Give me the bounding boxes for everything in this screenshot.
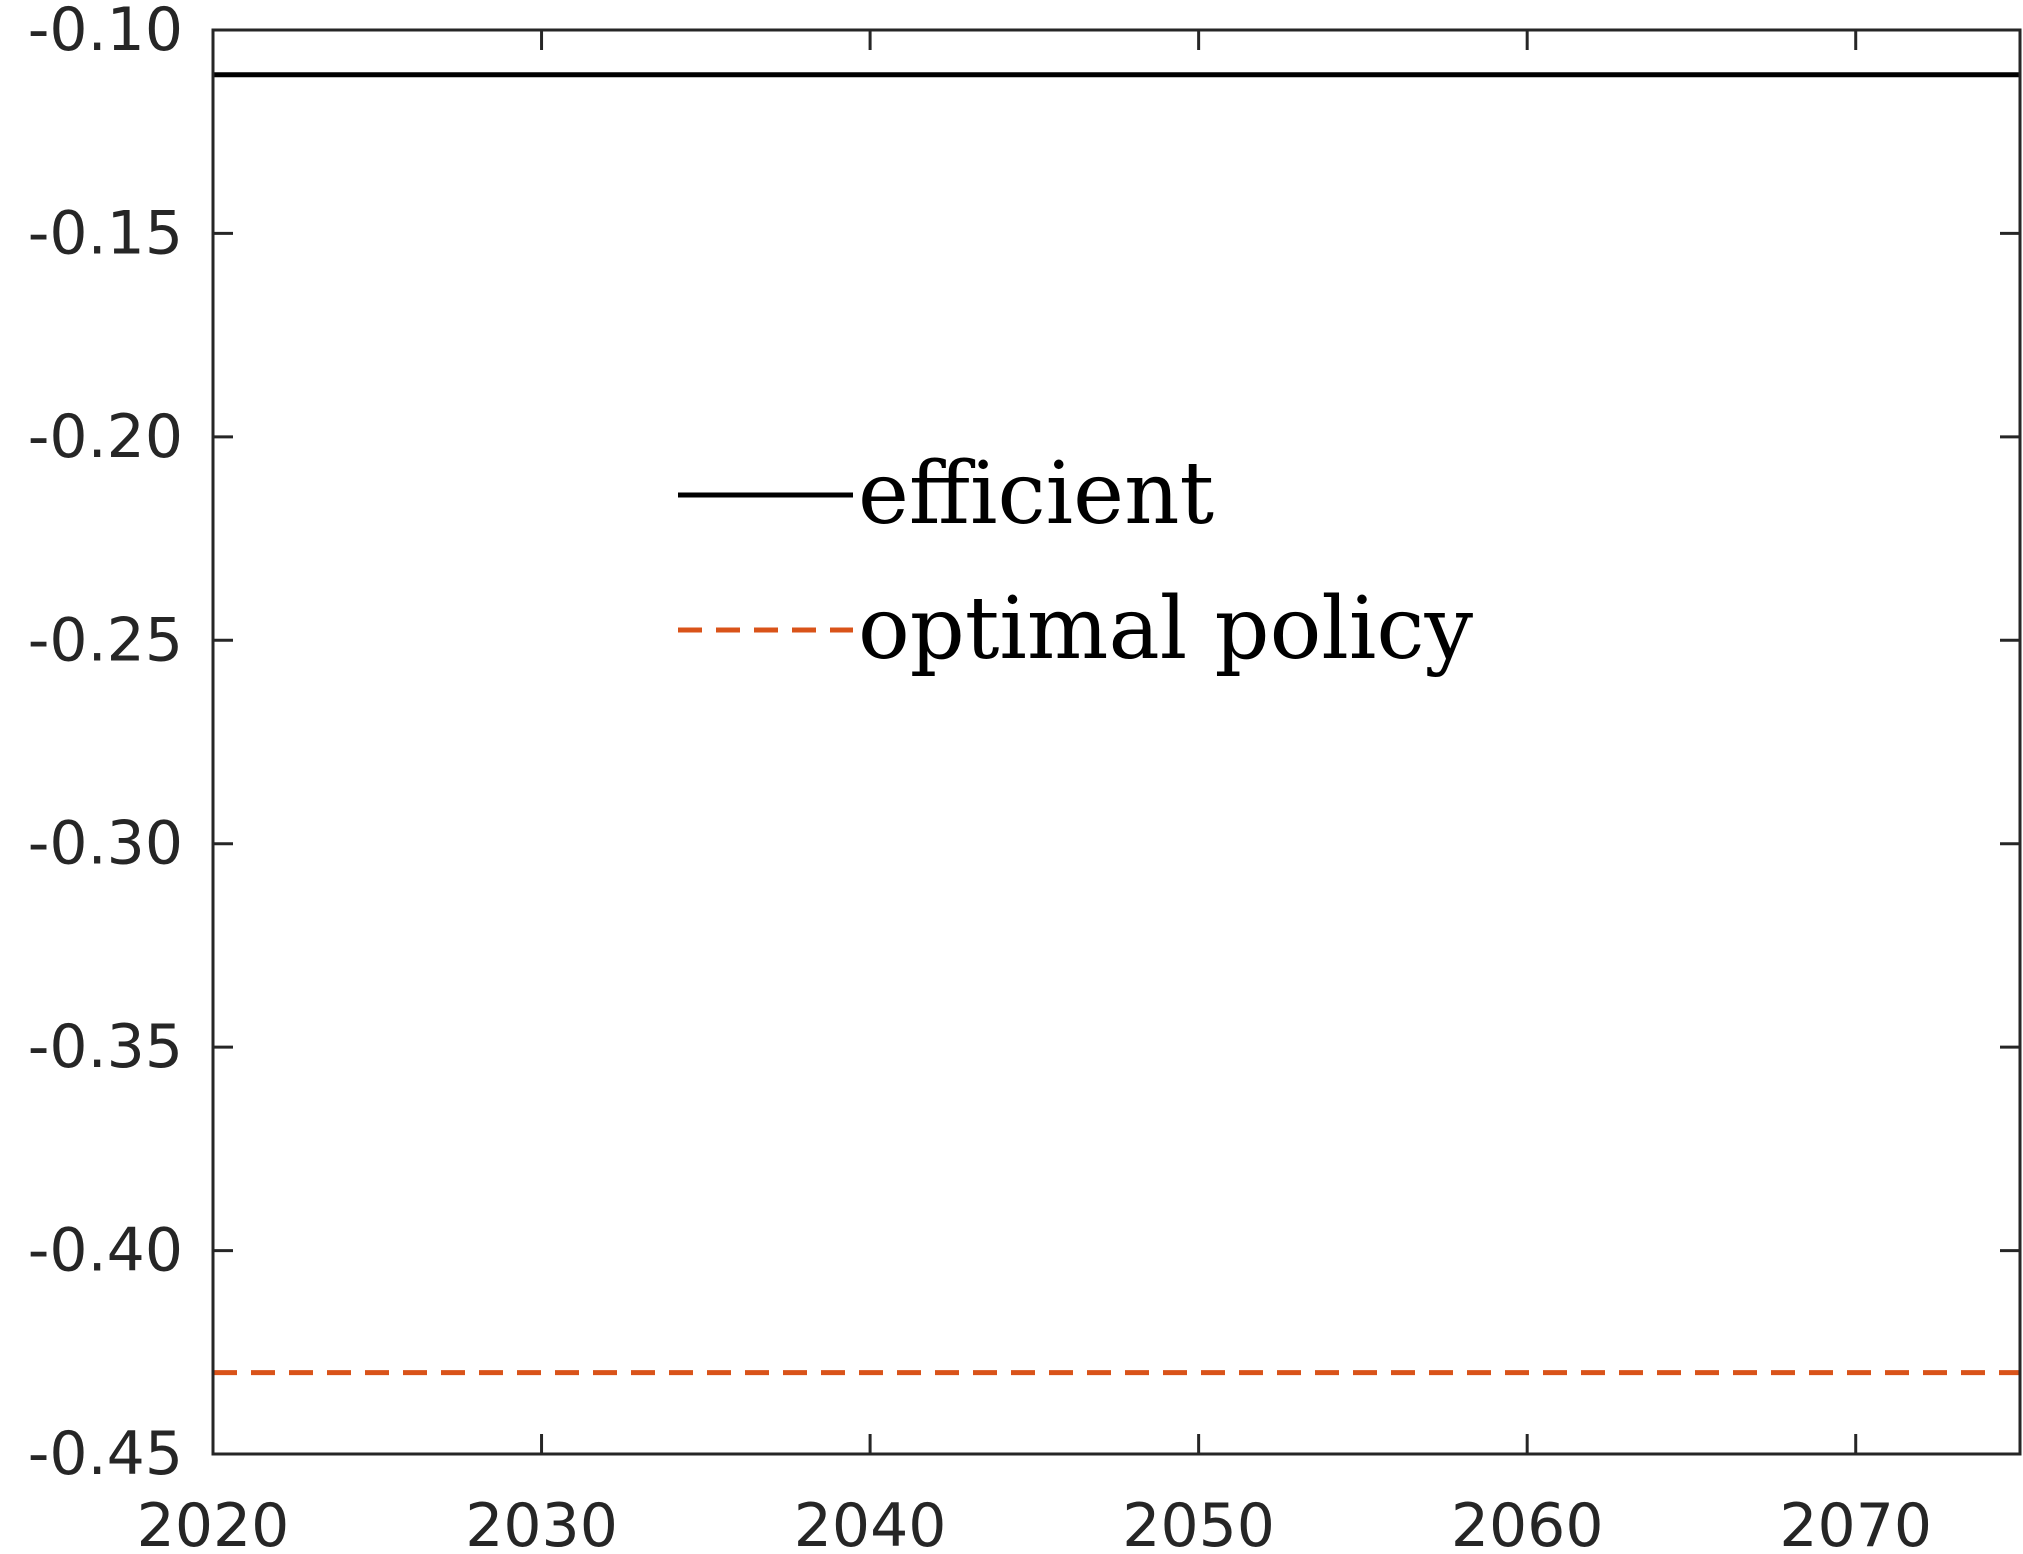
y-tick-label: -0.35 bbox=[28, 1012, 183, 1082]
y-tick-label: -0.15 bbox=[28, 198, 183, 268]
y-tick-label: -0.20 bbox=[28, 402, 183, 472]
axes-box bbox=[211, 28, 2022, 1456]
x-tick-label: 2030 bbox=[465, 1491, 618, 1554]
x-tick-label: 2070 bbox=[1779, 1491, 1932, 1554]
y-tick-label: -0.45 bbox=[28, 1419, 183, 1489]
y-tick-label: -0.30 bbox=[28, 809, 183, 879]
plot-area bbox=[213, 30, 2020, 1454]
legend-label: efficient bbox=[858, 444, 1214, 544]
x-tick-label: 2040 bbox=[794, 1491, 947, 1554]
legend-label: optimal policy bbox=[858, 579, 1474, 679]
y-tick-label: -0.40 bbox=[28, 1216, 183, 1286]
x-tick-label: 2060 bbox=[1451, 1491, 1604, 1554]
x-tick-label: 2050 bbox=[1122, 1491, 1275, 1554]
y-tick-label: -0.25 bbox=[28, 605, 183, 675]
x-tick-label: 2020 bbox=[137, 1491, 290, 1554]
y-tick-label: -0.10 bbox=[28, 0, 183, 65]
